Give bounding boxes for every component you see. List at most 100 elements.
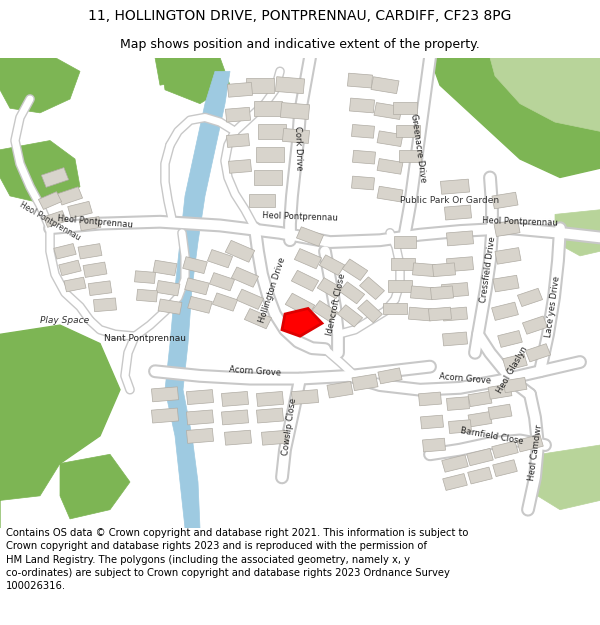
Polygon shape xyxy=(187,410,214,425)
Polygon shape xyxy=(491,302,518,321)
Polygon shape xyxy=(158,299,182,314)
Polygon shape xyxy=(378,368,402,384)
Polygon shape xyxy=(418,392,442,406)
Polygon shape xyxy=(412,263,436,277)
Polygon shape xyxy=(256,408,284,423)
Polygon shape xyxy=(442,282,469,298)
Text: Greenacre Drive: Greenacre Drive xyxy=(409,113,427,183)
Polygon shape xyxy=(396,126,420,138)
Polygon shape xyxy=(317,278,343,299)
Polygon shape xyxy=(78,244,102,259)
Polygon shape xyxy=(495,248,521,264)
Polygon shape xyxy=(187,428,214,443)
Polygon shape xyxy=(295,249,322,269)
Polygon shape xyxy=(440,179,470,194)
Polygon shape xyxy=(421,415,443,429)
Polygon shape xyxy=(221,391,248,406)
Polygon shape xyxy=(526,344,551,362)
Polygon shape xyxy=(488,384,512,399)
Polygon shape xyxy=(377,186,403,202)
Polygon shape xyxy=(44,211,67,227)
Text: Heol Pontprennau: Heol Pontprennau xyxy=(482,216,558,227)
Polygon shape xyxy=(232,267,259,288)
Polygon shape xyxy=(492,192,518,209)
Polygon shape xyxy=(446,231,473,246)
Polygon shape xyxy=(212,293,238,311)
Polygon shape xyxy=(88,281,112,296)
Polygon shape xyxy=(555,210,600,256)
Polygon shape xyxy=(58,187,83,205)
Polygon shape xyxy=(467,448,493,466)
Polygon shape xyxy=(54,244,76,259)
Polygon shape xyxy=(409,307,431,321)
Polygon shape xyxy=(64,277,86,292)
Polygon shape xyxy=(358,300,382,322)
Polygon shape xyxy=(254,101,282,116)
Polygon shape xyxy=(490,58,600,131)
Polygon shape xyxy=(399,150,421,162)
Text: Heol Pontprennau: Heol Pontprennau xyxy=(18,201,82,242)
Polygon shape xyxy=(155,58,185,85)
Polygon shape xyxy=(347,73,373,88)
Text: Cork Drive: Cork Drive xyxy=(293,126,303,171)
Polygon shape xyxy=(83,262,107,278)
Polygon shape xyxy=(340,282,365,304)
Polygon shape xyxy=(503,354,527,371)
Polygon shape xyxy=(182,257,208,274)
Polygon shape xyxy=(494,220,520,236)
Polygon shape xyxy=(488,404,512,419)
Polygon shape xyxy=(371,77,399,94)
Polygon shape xyxy=(352,374,378,391)
Polygon shape xyxy=(492,441,518,458)
Text: Public Park Or Garden: Public Park Or Garden xyxy=(400,196,500,205)
Polygon shape xyxy=(383,302,407,314)
Polygon shape xyxy=(160,58,230,104)
Polygon shape xyxy=(410,286,434,299)
Polygon shape xyxy=(236,289,263,309)
Polygon shape xyxy=(430,58,600,178)
Polygon shape xyxy=(296,227,323,246)
Polygon shape xyxy=(282,309,322,336)
Polygon shape xyxy=(246,78,274,92)
Polygon shape xyxy=(153,260,177,276)
Polygon shape xyxy=(68,201,92,218)
Polygon shape xyxy=(137,289,157,302)
Polygon shape xyxy=(188,296,212,313)
Polygon shape xyxy=(352,150,376,164)
Polygon shape xyxy=(151,408,179,423)
Polygon shape xyxy=(209,272,235,291)
Polygon shape xyxy=(165,71,230,528)
Polygon shape xyxy=(0,436,60,528)
Polygon shape xyxy=(285,293,315,316)
Polygon shape xyxy=(134,271,155,284)
Polygon shape xyxy=(254,170,282,185)
Polygon shape xyxy=(224,430,251,445)
Text: Contains OS data © Crown copyright and database right 2021. This information is : Contains OS data © Crown copyright and d… xyxy=(6,528,469,591)
Polygon shape xyxy=(0,58,80,113)
Polygon shape xyxy=(94,298,116,312)
Polygon shape xyxy=(374,102,402,119)
Text: Hollington Drive: Hollington Drive xyxy=(257,256,287,324)
Polygon shape xyxy=(422,438,446,452)
Polygon shape xyxy=(226,107,251,122)
Text: Heol Pontprennau: Heol Pontprennau xyxy=(57,214,133,229)
Text: Map shows position and indicative extent of the property.: Map shows position and indicative extent… xyxy=(120,38,480,51)
Polygon shape xyxy=(391,258,415,270)
Text: Play Space: Play Space xyxy=(40,316,89,325)
Polygon shape xyxy=(442,332,467,346)
Polygon shape xyxy=(258,124,286,139)
Polygon shape xyxy=(352,176,374,190)
Polygon shape xyxy=(283,129,310,143)
Text: Acorn Grove: Acorn Grove xyxy=(229,365,281,378)
Polygon shape xyxy=(497,331,523,348)
Polygon shape xyxy=(327,381,353,398)
Polygon shape xyxy=(446,397,470,411)
Polygon shape xyxy=(530,445,600,509)
Text: Idencroft Close: Idencroft Close xyxy=(325,273,347,337)
Polygon shape xyxy=(433,263,455,277)
Polygon shape xyxy=(0,325,120,472)
Polygon shape xyxy=(292,271,319,291)
Polygon shape xyxy=(226,134,250,148)
Polygon shape xyxy=(249,194,275,207)
Text: Heol Pontprennau: Heol Pontprennau xyxy=(262,211,338,223)
